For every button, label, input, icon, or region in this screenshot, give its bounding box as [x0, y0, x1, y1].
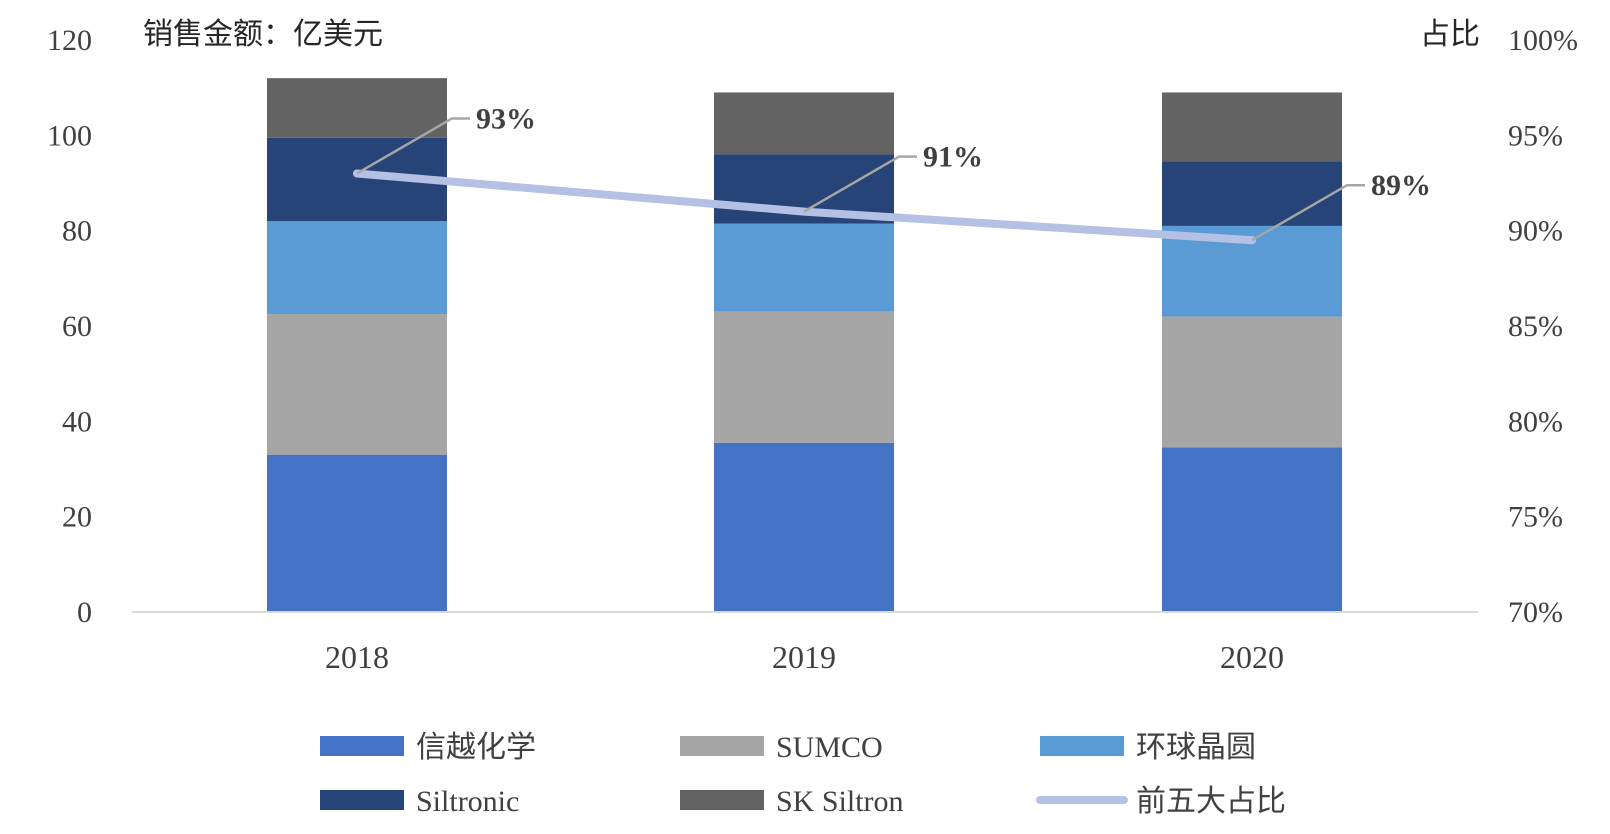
y-right-ticks: 70% 75% 80% 85% 90% 95% 100%	[1508, 24, 1578, 629]
legend-label: SK Siltron	[776, 785, 904, 818]
y-left-tick-label: 40	[62, 405, 92, 438]
y-left-tick-label: 80	[62, 215, 92, 248]
y-right-tick-label: 100%	[1508, 24, 1578, 57]
y-right-axis-title: 占比	[1420, 17, 1480, 52]
legend-swatch	[680, 790, 764, 810]
y-left-tick-label: 100	[47, 119, 92, 152]
y-right-tick-label: 90%	[1508, 215, 1563, 248]
y-right-tick-label: 85%	[1508, 310, 1563, 343]
data-label-leader	[803, 155, 917, 213]
bar-segment	[1162, 316, 1342, 448]
legend-swatch	[320, 790, 404, 810]
data-label: 93%	[476, 102, 536, 135]
data-label: 91%	[923, 141, 983, 174]
y-left-tick-label: 120	[47, 24, 92, 57]
x-tick-label: 2020	[1220, 639, 1284, 675]
bar-segment	[1162, 447, 1342, 612]
y-left-ticks: 0 20 40 60 80 100 120	[47, 24, 92, 629]
y-left-tick-label: 20	[62, 501, 92, 534]
y-left-tick-label: 0	[77, 596, 92, 629]
legend-label: SUMCO	[776, 731, 883, 764]
y-right-tick-label: 70%	[1508, 596, 1563, 629]
data-label-leader	[356, 117, 470, 175]
bar-segment	[1162, 92, 1342, 162]
bar-segment	[714, 223, 894, 312]
y-right-tick-label: 75%	[1508, 501, 1563, 534]
bar-segment	[267, 78, 447, 138]
data-label-leader	[1251, 183, 1365, 242]
bar-segment	[267, 314, 447, 455]
legend-label: Siltronic	[416, 785, 519, 818]
y-left-axis-title: 销售金额：亿美元	[143, 17, 383, 52]
bar-segment	[714, 92, 894, 155]
legend: 信越化学 SUMCO 环球晶圆 Siltronic SK Siltron 前五大占比	[320, 731, 1286, 818]
x-tick-label: 2018	[325, 639, 389, 675]
bar-segment	[714, 311, 894, 443]
legend-swatch	[680, 736, 764, 756]
legend-label: 环球晶圆	[1136, 731, 1256, 764]
legend-swatch	[320, 736, 404, 756]
bar-segment	[714, 442, 894, 612]
share-line: 93% 91% 89%	[353, 102, 1431, 245]
legend-swatch	[1040, 736, 1124, 756]
x-axis-categories: 2018 2019 2020	[325, 639, 1284, 675]
bar-segment	[1162, 161, 1342, 226]
y-left-tick-label: 60	[62, 310, 92, 343]
bar-segment	[267, 221, 447, 315]
bar-segment	[267, 454, 447, 612]
y-right-tick-label: 80%	[1508, 405, 1563, 438]
legend-label: 前五大占比	[1136, 785, 1286, 818]
bars	[267, 78, 1342, 612]
legend-label: 信越化学	[416, 731, 536, 764]
y-right-tick-label: 95%	[1508, 119, 1563, 152]
x-tick-label: 2019	[772, 639, 836, 675]
data-label: 89%	[1371, 169, 1431, 202]
